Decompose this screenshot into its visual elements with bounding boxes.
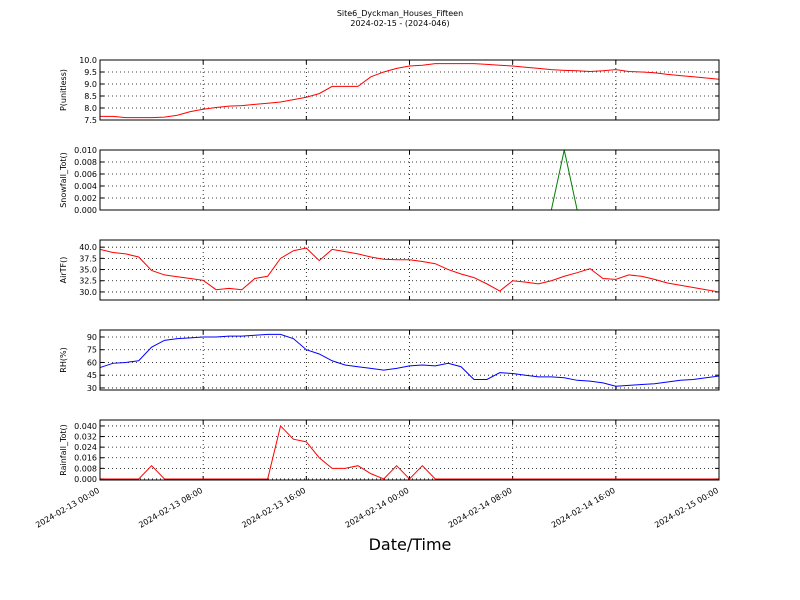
axes-frame — [99, 419, 720, 481]
axes-frame — [99, 329, 720, 391]
y-tick-label: 0.006 — [74, 170, 97, 179]
data-line — [100, 424, 719, 480]
chart-title: Site6_Dyckman_Houses_Fifteen — [337, 9, 463, 18]
y-tick-label: 0.008 — [74, 158, 97, 167]
y-tick-label: 0.000 — [74, 475, 97, 484]
y-tick-label: 37.5 — [79, 254, 97, 263]
y-axis-label: P(unitless) — [59, 69, 68, 111]
y-tick-label: 0.008 — [74, 464, 97, 473]
y-axis-label: Rainfall_Tot() — [59, 424, 68, 476]
y-tick-label: 10.0 — [79, 56, 97, 65]
y-axis-label: Snowfall_Tot() — [59, 152, 68, 208]
y-tick-label: 0.004 — [74, 182, 97, 191]
y-tick-label: 0.010 — [74, 146, 97, 155]
data-line — [100, 63, 720, 119]
y-tick-label: 45 — [87, 371, 97, 380]
y-tick-label: 90 — [87, 333, 97, 342]
x-axis-label: Date/Time — [369, 535, 452, 554]
y-tick-label: 0.002 — [74, 194, 97, 203]
y-tick-label: 0.016 — [74, 454, 97, 463]
y-axis-label: AirTF() — [59, 257, 68, 284]
y-tick-label: 40.0 — [79, 243, 97, 252]
y-tick-label: 0.024 — [74, 443, 97, 452]
axes-frame — [99, 149, 720, 211]
data-line — [99, 333, 720, 387]
data-line — [99, 247, 720, 293]
axes-frame — [99, 59, 720, 121]
y-tick-label: 7.5 — [84, 116, 97, 125]
y-tick-label: 32.5 — [79, 277, 97, 286]
chart-subtitle: 2024-02-15 - (2024-046) — [350, 19, 449, 28]
axes-frame — [99, 239, 720, 301]
y-tick-label: 9.0 — [84, 80, 97, 89]
y-tick-label: 60 — [87, 358, 97, 367]
y-tick-label: 35.0 — [79, 266, 97, 275]
y-tick-label: 8.5 — [84, 92, 97, 101]
y-tick-label: 75 — [87, 346, 97, 355]
y-tick-label: 30 — [87, 384, 97, 393]
y-axis-label: RH(%) — [59, 347, 68, 372]
y-tick-label: 0.000 — [74, 206, 97, 215]
y-tick-label: 0.032 — [74, 433, 97, 442]
y-tick-label: 0.040 — [74, 422, 97, 431]
y-tick-label: 8.0 — [84, 104, 97, 113]
y-tick-label: 9.5 — [84, 68, 97, 77]
y-tick-label: 30.0 — [79, 288, 97, 297]
